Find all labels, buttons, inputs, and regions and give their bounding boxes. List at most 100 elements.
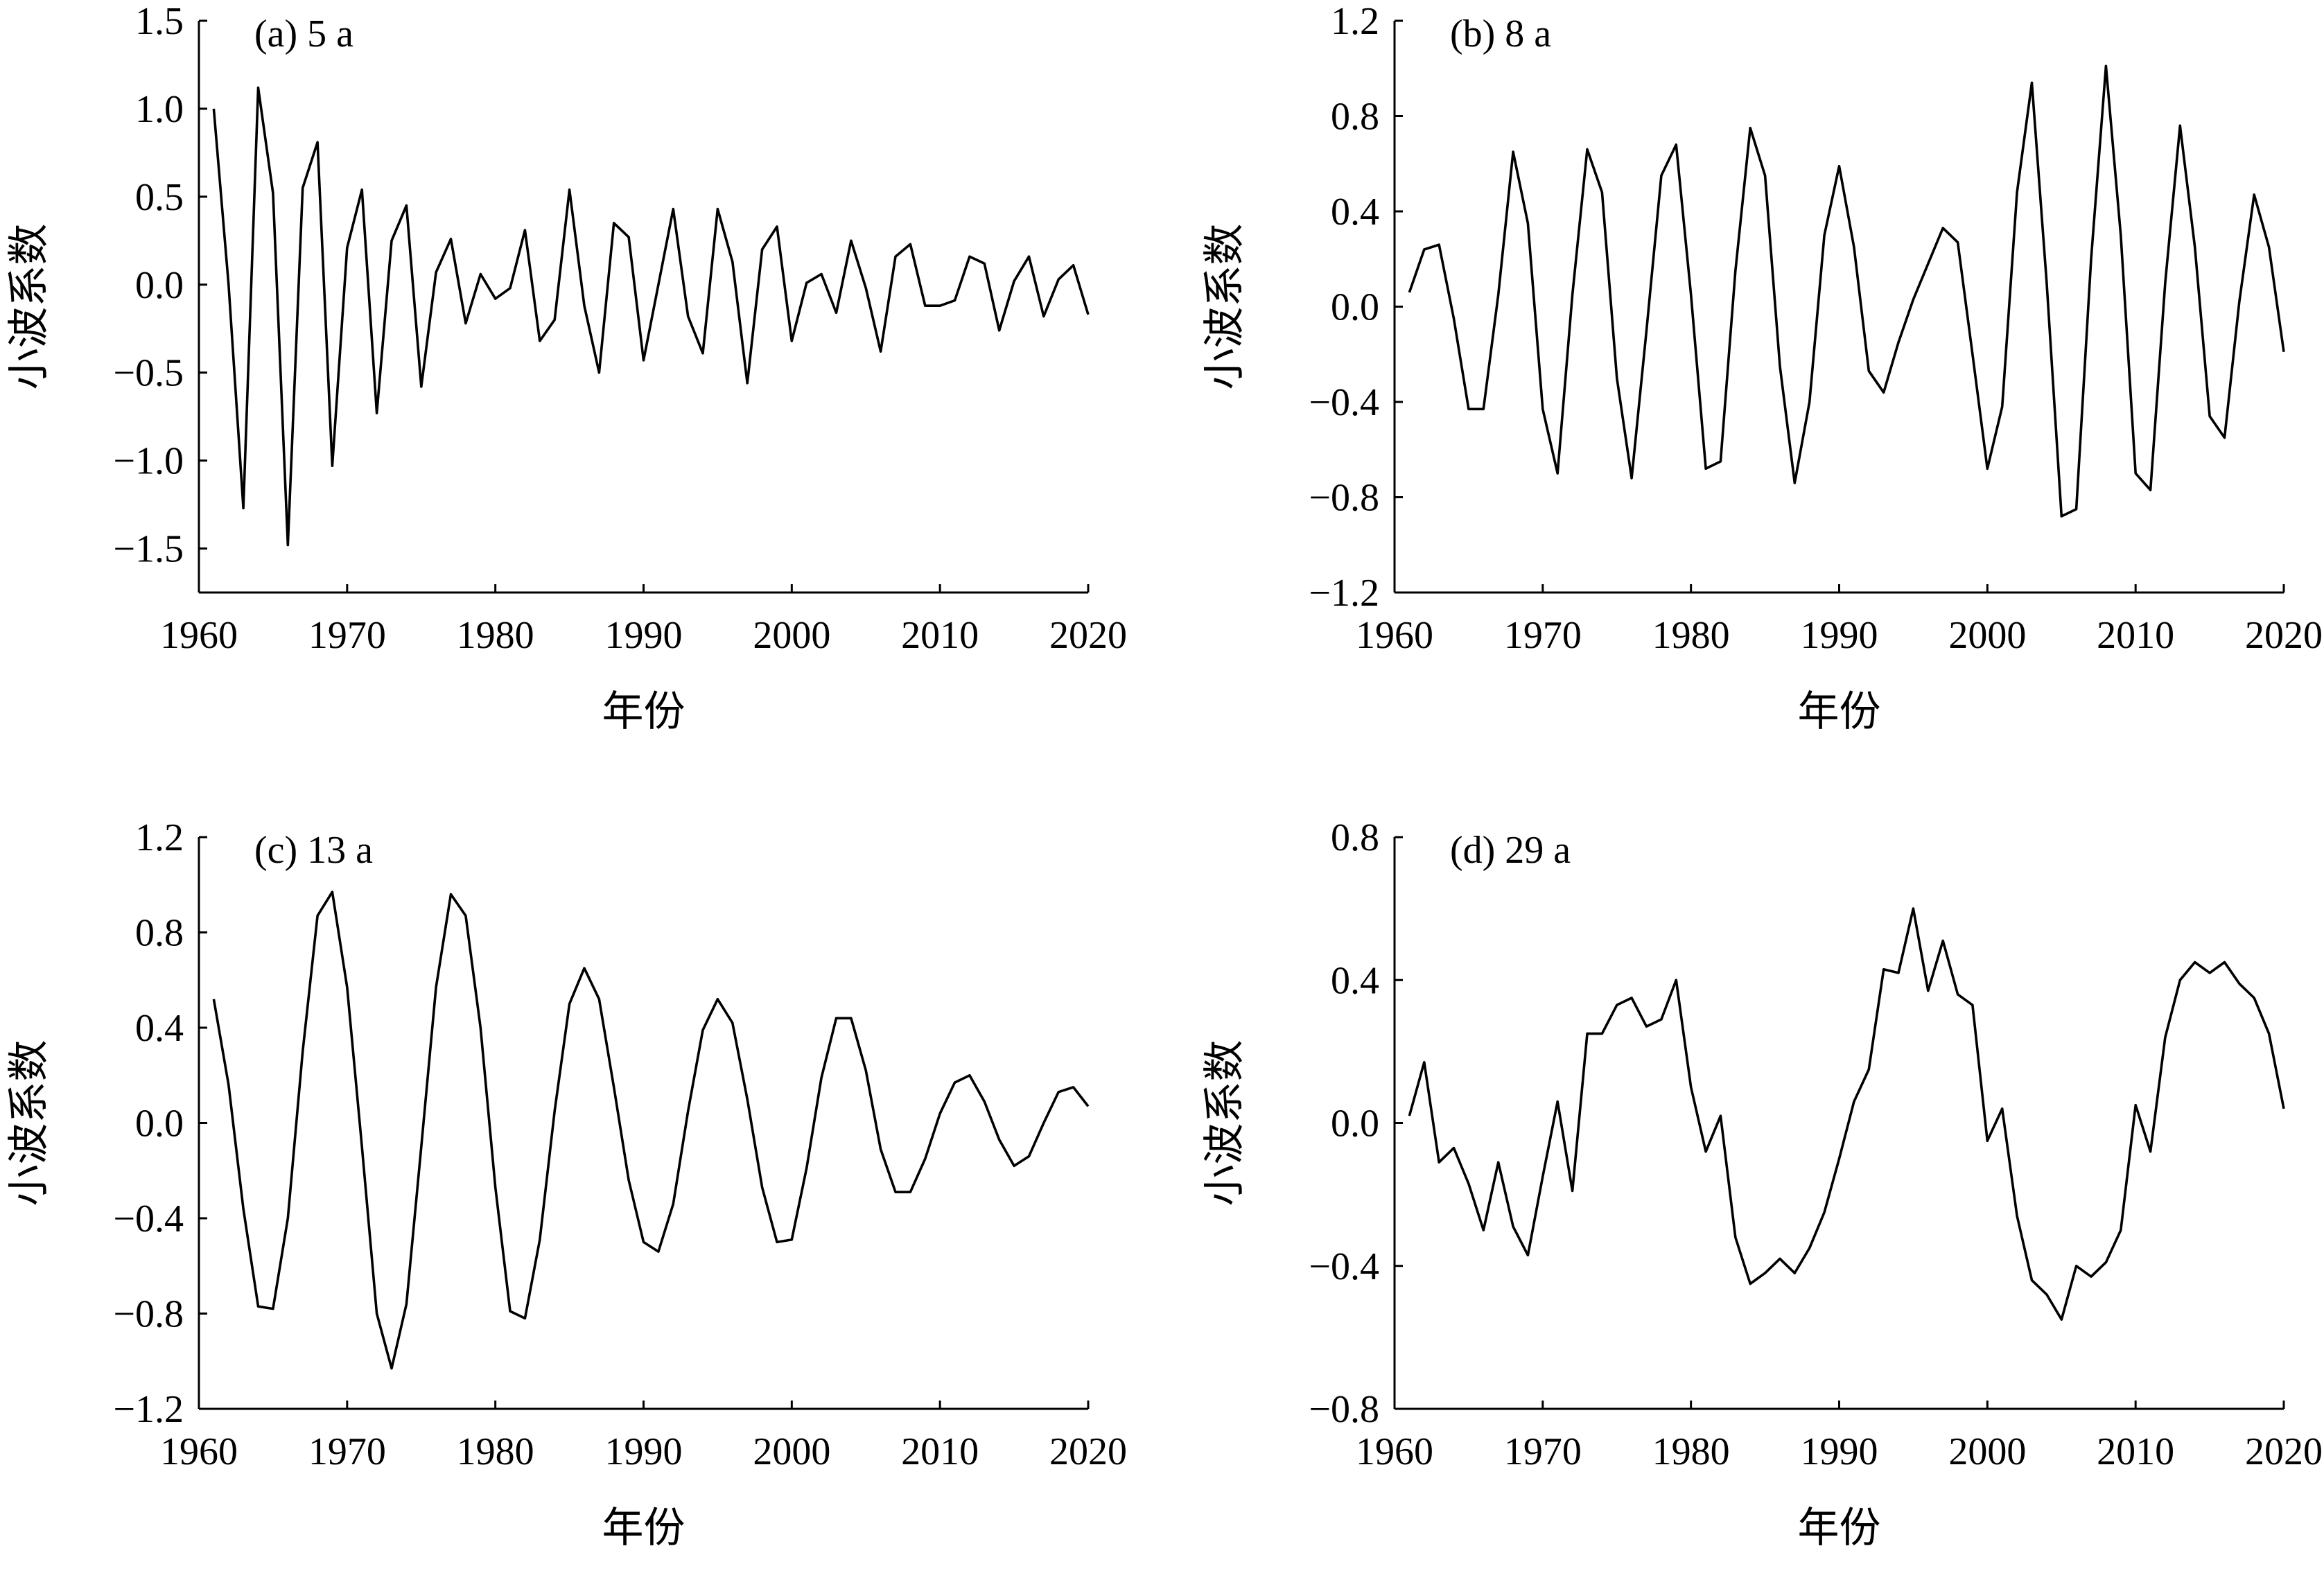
x-tick-label: 2010 (901, 1430, 979, 1473)
x-tick-label: 1960 (1356, 614, 1433, 657)
data-point (805, 1167, 808, 1170)
series-line (212, 86, 1090, 547)
data-point (302, 186, 304, 189)
data-points (1408, 907, 2285, 1321)
data-point (435, 271, 437, 274)
data-point (2268, 1033, 2271, 1035)
data-point (1512, 1225, 1514, 1228)
data-point (242, 507, 245, 509)
data-point (376, 412, 378, 414)
data-point (1808, 401, 1811, 403)
data-point (1734, 270, 1737, 272)
data-point (1719, 460, 1722, 463)
data-point (1660, 1018, 1663, 1021)
data-point (405, 1303, 408, 1306)
x-tick-label: 2000 (753, 614, 830, 657)
data-point (1571, 293, 1574, 296)
data-point (790, 1238, 793, 1241)
data-point (1438, 1161, 1440, 1164)
data-point (1793, 482, 1796, 484)
data-point (316, 914, 319, 917)
data-point (716, 998, 719, 1001)
data-point (2060, 515, 2063, 518)
data-point (776, 225, 778, 228)
data-point (1586, 148, 1589, 151)
data-point (954, 1081, 956, 1084)
data-point (627, 1179, 630, 1182)
y-axis-title: 小波系数 (1202, 1040, 1248, 1206)
x-tick-label: 1970 (308, 614, 386, 657)
data-point (613, 1086, 615, 1089)
data-point (1541, 407, 1544, 410)
data-point (1838, 1157, 1841, 1160)
data-point (1556, 472, 1559, 475)
x-tick-label: 1990 (1801, 614, 1878, 657)
x-tick-label: 2020 (2245, 1430, 2323, 1473)
data-point (1971, 353, 1974, 356)
data-point (983, 1100, 986, 1103)
data-point (2001, 405, 2004, 408)
chart-panel-1: 1960 1970 1980 1990 2000 2010 2020 −1.5 −1.0 −0.5… (6, 0, 1127, 735)
data-point (1526, 222, 1529, 225)
data-point (2253, 193, 2255, 196)
data-point (242, 1207, 245, 1210)
data-point (1941, 227, 1944, 229)
data-point (1793, 1272, 1796, 1274)
x-axis-title: 年份 (602, 1505, 685, 1551)
data-point (1467, 407, 1470, 410)
data-point (1927, 263, 1930, 265)
y-tick-label: −0.8 (1309, 477, 1379, 520)
data-point (2194, 961, 2196, 964)
x-tick-label: 1980 (1652, 614, 1730, 657)
data-point (880, 1148, 882, 1150)
x-tick-label: 1960 (1356, 1430, 1433, 1473)
data-point (657, 283, 660, 286)
data-point (2178, 978, 2181, 981)
data-point (2253, 997, 2255, 999)
x-tick-label: 1980 (1652, 1430, 1730, 1473)
data-point (509, 1310, 512, 1313)
data-point (2164, 281, 2167, 284)
data-point (568, 1003, 571, 1006)
data-point (776, 1240, 778, 1243)
x-tick-label: 1990 (1801, 1430, 1878, 1473)
data-point (731, 1021, 734, 1024)
data-point (1438, 243, 1440, 246)
data-point (1823, 234, 1826, 236)
data-point (1087, 313, 1090, 316)
data-point (687, 1109, 690, 1112)
data-point (509, 287, 512, 290)
data-point (2178, 124, 2181, 127)
data-point (1467, 1182, 1470, 1185)
data-point (1057, 1091, 1060, 1094)
data-point (1645, 1025, 1648, 1028)
data-point (523, 1317, 526, 1319)
data-point (435, 986, 437, 989)
data-point (746, 382, 749, 385)
x-tick-label: 1990 (605, 1430, 683, 1473)
data-point (761, 248, 764, 251)
data-point (1749, 1283, 1751, 1285)
data-point (2238, 301, 2241, 304)
y-tick-label: 0.0 (135, 1103, 184, 1146)
data-point (1941, 940, 1944, 942)
data-point (2223, 961, 2226, 964)
data-point (1927, 990, 1930, 992)
data-point (2075, 1265, 2078, 1267)
data-point (1645, 329, 1648, 332)
y-tick-label: −0.4 (1309, 1245, 1379, 1288)
data-point (894, 1191, 897, 1193)
data-point (2045, 1293, 2048, 1296)
data-point (880, 350, 882, 353)
y-tick-label: 0.8 (1331, 816, 1379, 859)
data-point (1541, 1175, 1544, 1178)
y-tick-label: 0.0 (1331, 286, 1379, 329)
data-point (1719, 1114, 1722, 1117)
data-point (1512, 150, 1514, 153)
data-point (1571, 1190, 1574, 1193)
y-axis-title: 小波系数 (1202, 224, 1248, 390)
data-point (746, 1098, 749, 1100)
data-point (2223, 437, 2226, 439)
data-point (1042, 1122, 1045, 1125)
data-point (1057, 278, 1060, 281)
